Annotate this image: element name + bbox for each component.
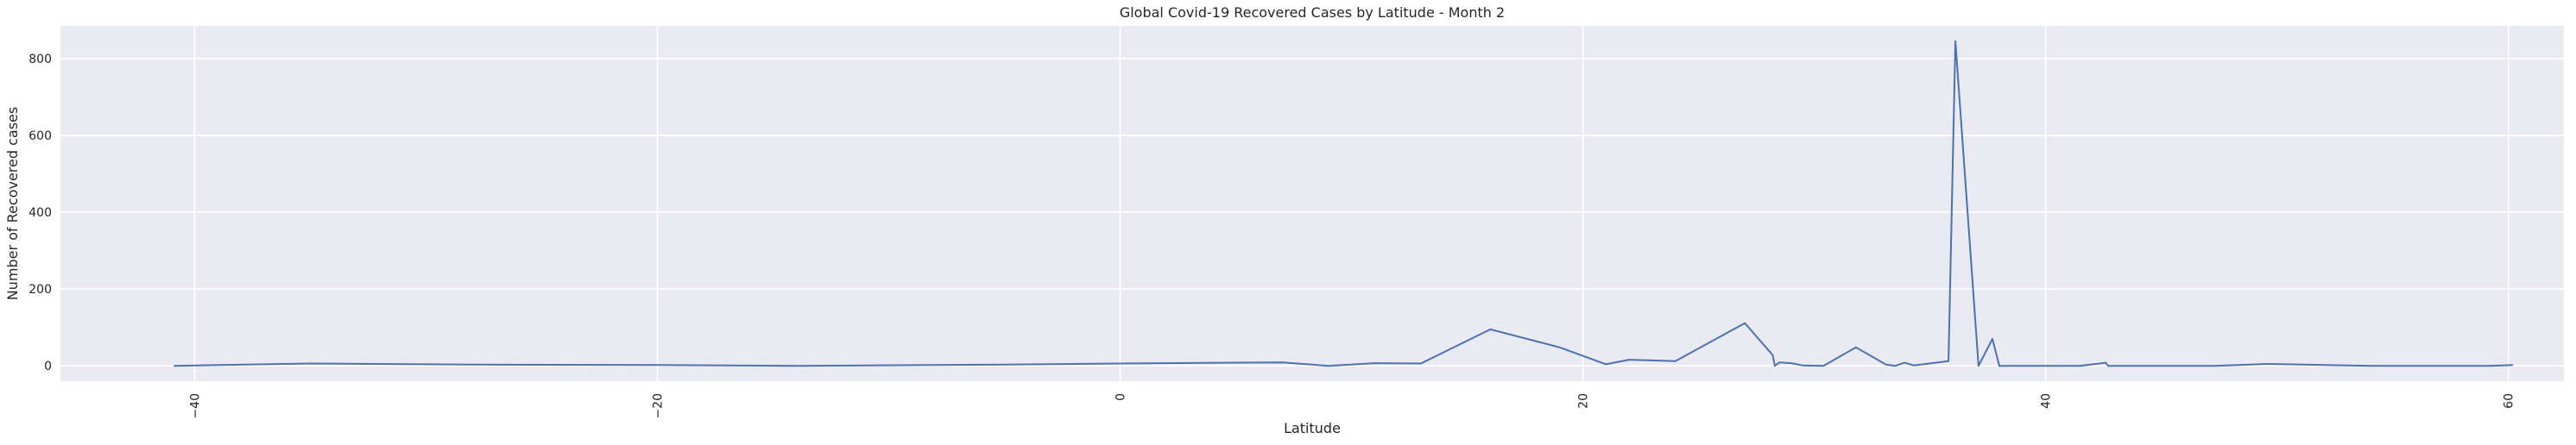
x-tick-label: 20 (1577, 393, 1591, 409)
chart-title: Global Covid-19 Recovered Cases by Latit… (1120, 4, 1505, 21)
y-tick-label: 200 (28, 283, 52, 297)
y-axis-label: Number of Recovered cases (4, 107, 21, 300)
y-tick-label: 400 (28, 206, 52, 220)
plot-area (60, 26, 2564, 381)
series-line (174, 40, 2514, 367)
x-tick-label: −20 (651, 393, 665, 419)
y-tick-label: 800 (28, 53, 52, 66)
x-tick-label: −40 (188, 393, 202, 419)
series-layer (174, 40, 2514, 367)
y-tick-label: 0 (44, 360, 52, 373)
x-tick-label: 40 (2040, 393, 2054, 409)
x-tick-label: 60 (2503, 393, 2516, 409)
y-tick-label: 600 (28, 129, 52, 143)
x-axis-label: Latitude (1284, 420, 1341, 436)
x-tick-label: 0 (1114, 393, 1128, 401)
x-axis-ticks: −40 −20 0 20 40 60 (188, 393, 2516, 419)
y-axis-ticks: 0 200 400 600 800 (28, 53, 52, 373)
